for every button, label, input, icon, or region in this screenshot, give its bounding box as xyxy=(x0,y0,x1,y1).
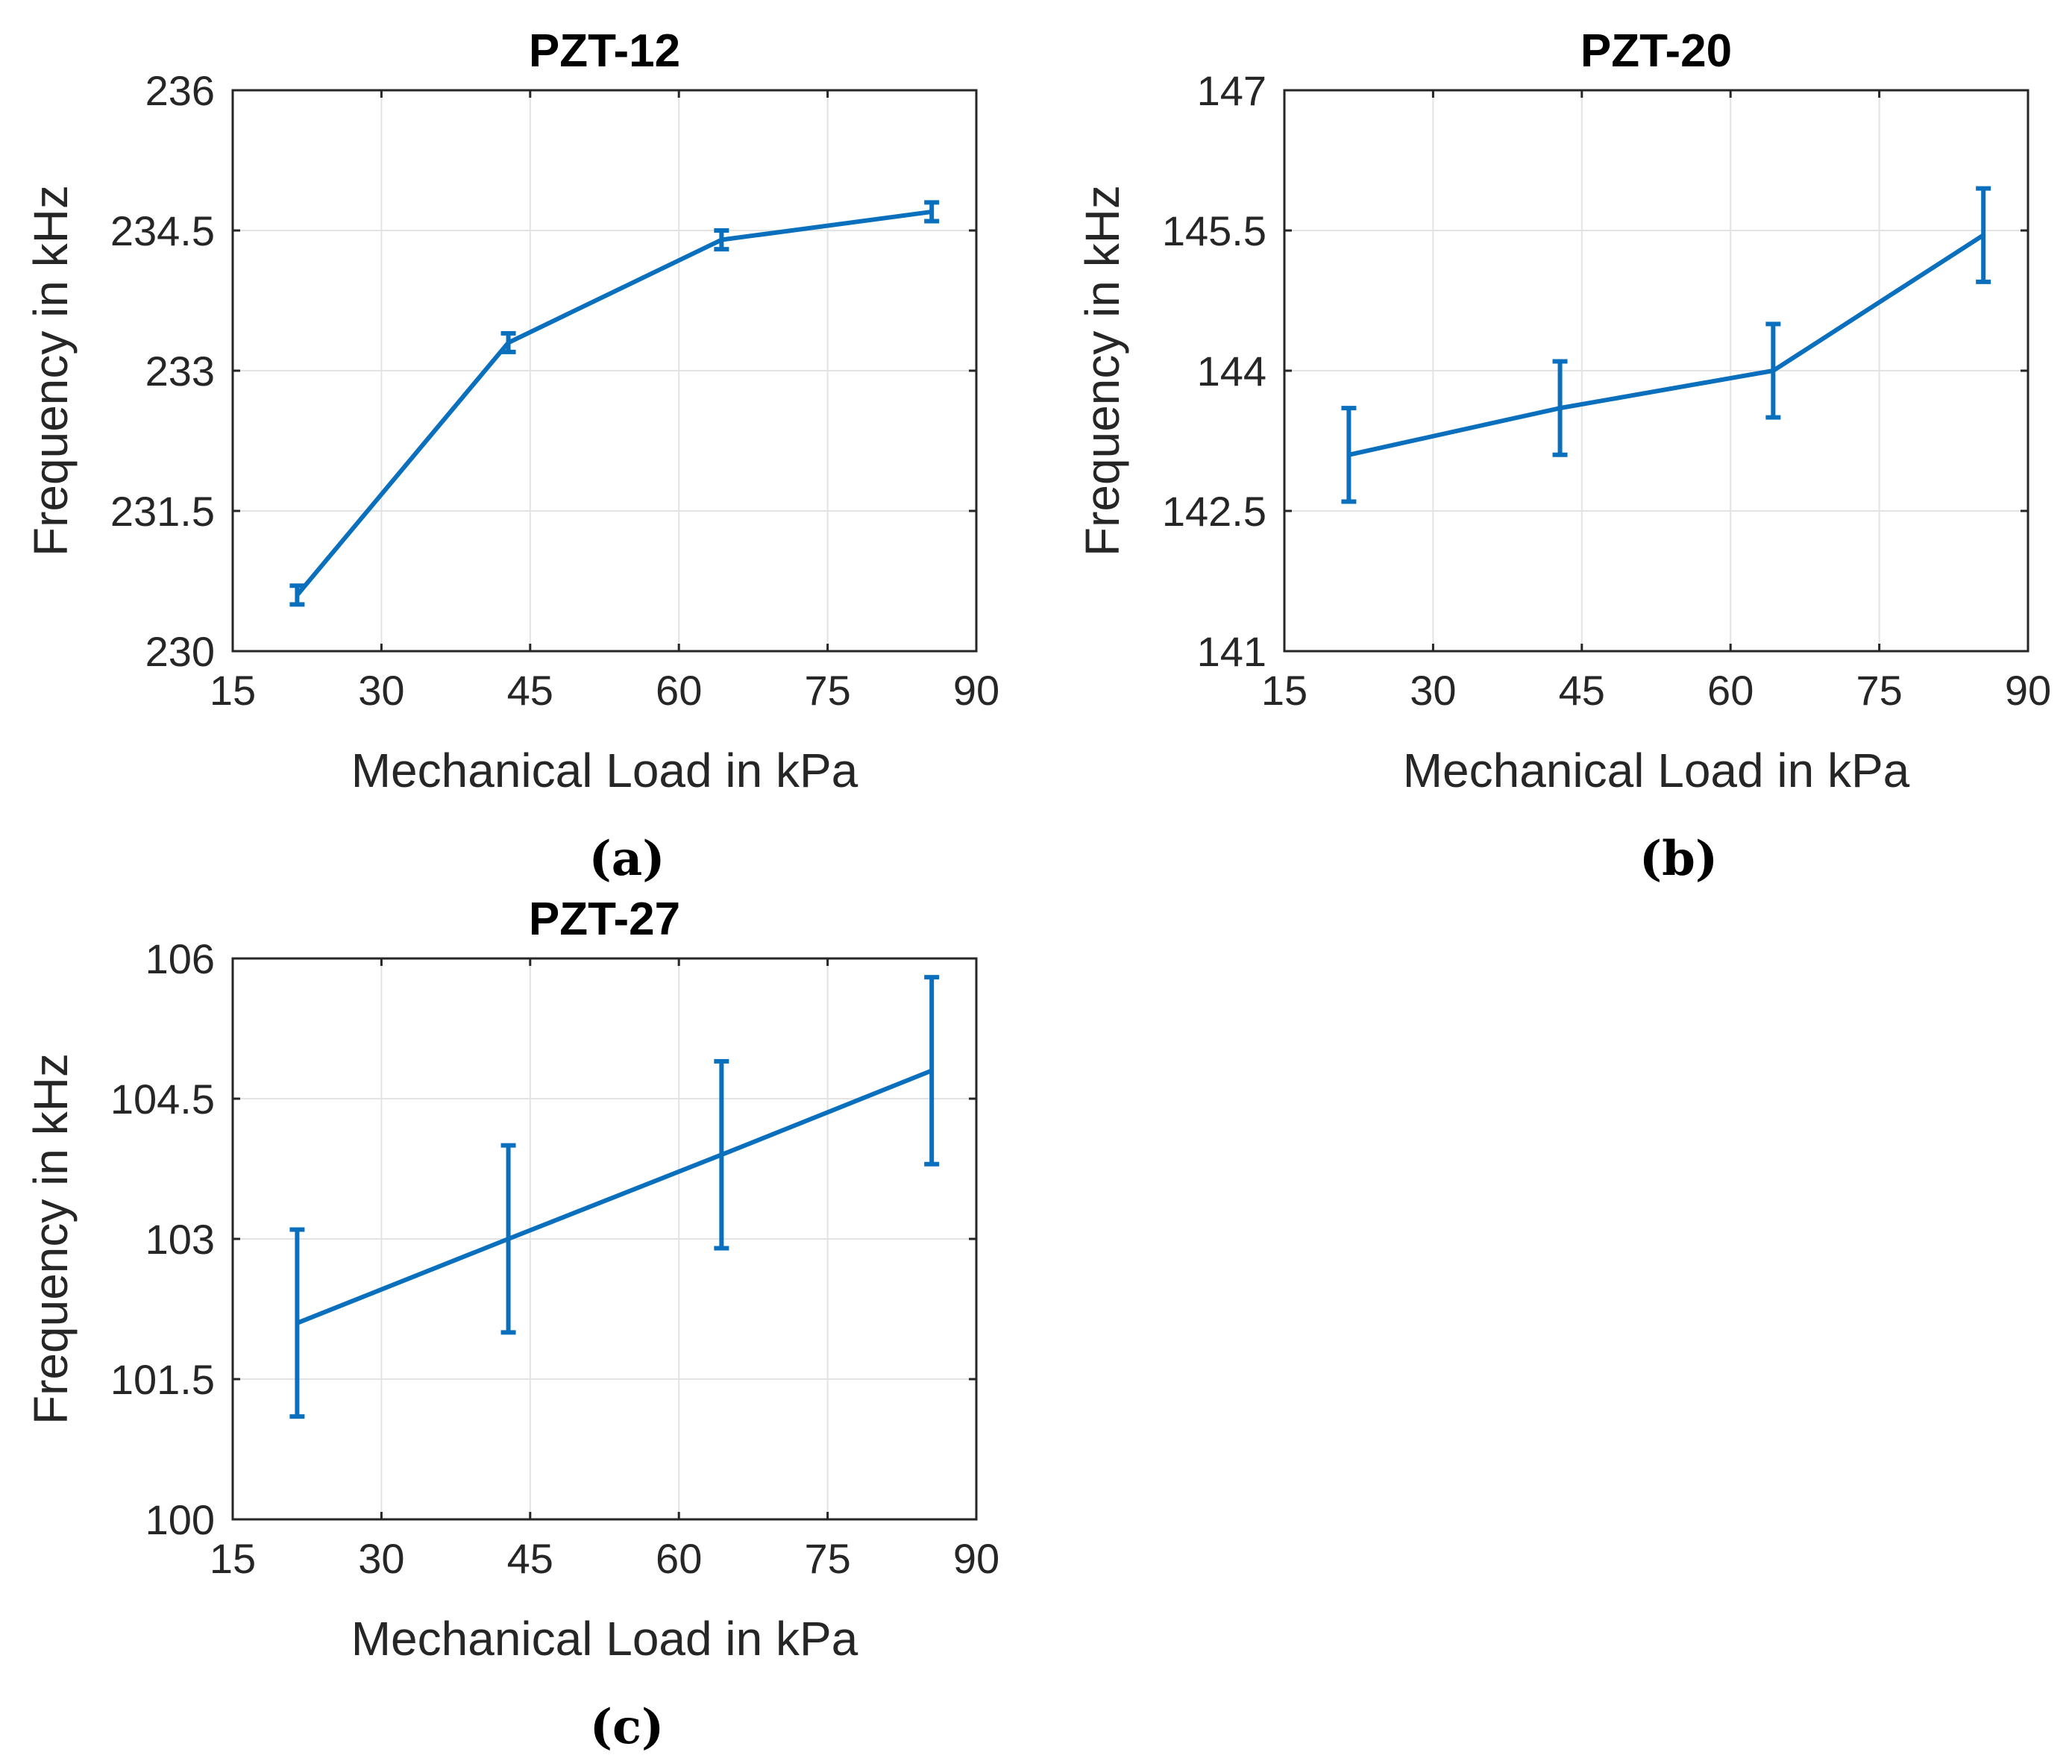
y-tick-label: 100 xyxy=(145,1496,215,1543)
y-axis-label: Frequency in kHz xyxy=(24,1053,78,1425)
x-tick-label: 45 xyxy=(507,667,553,714)
x-tick-label: 30 xyxy=(358,667,404,714)
y-tick-label: 104.5 xyxy=(110,1076,215,1123)
panel-label: (a) xyxy=(588,831,665,887)
data-series-line xyxy=(1348,233,1985,457)
y-tick-label: 141 xyxy=(1197,628,1266,675)
x-tick-label: 60 xyxy=(1707,667,1754,714)
error-bar xyxy=(500,1143,516,1335)
y-axis-label: Frequency in kHz xyxy=(1076,185,1129,556)
x-tick-label: 60 xyxy=(656,1535,702,1582)
x-tick-label: 75 xyxy=(804,1535,850,1582)
panel-label: (b) xyxy=(1639,831,1718,887)
y-tick-label: 231.5 xyxy=(110,488,215,535)
y-tick-label: 236 xyxy=(145,67,215,114)
error-bar xyxy=(500,330,516,354)
y-tick-label: 144 xyxy=(1197,348,1266,395)
error-bar xyxy=(714,228,729,252)
chart-panel-2: 15 30 45 60 75 90 141 142.5 144 145.5 147 PZT-20 Mec… xyxy=(1076,25,2051,887)
x-tick-label: 90 xyxy=(2005,667,2051,714)
y-tick-label: 233 xyxy=(145,348,215,395)
error-bar xyxy=(289,583,305,607)
y-axis-label: Frequency in kHz xyxy=(24,185,78,556)
chart-panel-3: 15 30 45 60 75 90 100 101.5 103 104.5 106 PZT-27 Mec… xyxy=(24,894,999,1755)
y-tick-label: 142.5 xyxy=(1162,488,1266,535)
x-tick-label: 60 xyxy=(656,667,702,714)
error-bar xyxy=(1552,359,1568,457)
chart-title: PZT-20 xyxy=(1580,25,1732,77)
error-bar xyxy=(289,1227,305,1419)
x-tick-label: 15 xyxy=(210,667,256,714)
y-tick-label: 234.5 xyxy=(110,207,215,254)
y-tick-label: 230 xyxy=(145,628,215,675)
x-tick-label: 15 xyxy=(210,1535,256,1582)
x-axis-label: Mechanical Load in kPa xyxy=(351,1612,858,1666)
y-tick-label: 103 xyxy=(145,1216,215,1263)
y-tick-label: 101.5 xyxy=(110,1356,215,1403)
x-tick-label: 30 xyxy=(358,1535,404,1582)
x-tick-label: 90 xyxy=(953,1535,999,1582)
error-bar xyxy=(924,975,940,1167)
data-series-line xyxy=(295,209,932,597)
x-tick-label: 15 xyxy=(1261,667,1307,714)
data-series-line xyxy=(296,1068,933,1325)
error-bar xyxy=(1341,406,1357,504)
x-axis-label: Mechanical Load in kPa xyxy=(351,744,858,797)
x-tick-label: 75 xyxy=(804,667,850,714)
error-bar xyxy=(924,200,940,224)
x-tick-label: 45 xyxy=(1559,667,1605,714)
y-tick-label: 145.5 xyxy=(1162,207,1266,254)
panel-label: (c) xyxy=(590,1699,665,1755)
error-bar xyxy=(1765,321,1781,420)
y-tick-label: 147 xyxy=(1197,67,1266,114)
chart-title: PZT-12 xyxy=(529,25,680,77)
chart-panel-1: 15 30 45 60 75 90 230 231.5 233 234.5 236 PZT-12 Mec… xyxy=(24,25,999,887)
x-axis-label: Mechanical Load in kPa xyxy=(1403,744,1910,797)
x-tick-label: 45 xyxy=(507,1535,553,1582)
error-bar xyxy=(1976,186,1991,284)
x-tick-label: 75 xyxy=(1856,667,1902,714)
error-bar xyxy=(714,1058,729,1251)
chart-title: PZT-27 xyxy=(529,894,680,945)
x-tick-label: 90 xyxy=(953,667,999,714)
y-tick-label: 106 xyxy=(145,935,215,982)
x-tick-label: 30 xyxy=(1410,667,1456,714)
